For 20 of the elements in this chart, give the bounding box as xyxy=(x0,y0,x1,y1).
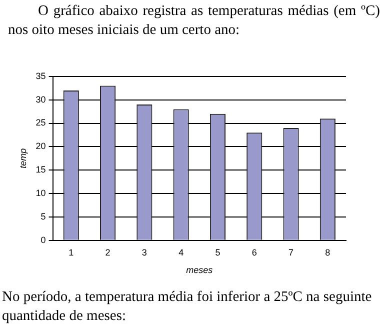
x-tick-label: 2 xyxy=(105,247,110,258)
x-axis-title: meses xyxy=(186,265,214,276)
y-tick-label: 30 xyxy=(36,94,46,104)
y-tick-label: 20 xyxy=(36,141,46,152)
y-tick-label: 5 xyxy=(40,211,46,222)
chart-title: O gráfico abaixo registra as temperaturas médias (em ºC) nos oito meses iniciais de um certo ano: xyxy=(8,2,380,40)
y-axis-title: temp xyxy=(18,148,28,168)
y-tick-label: 25 xyxy=(36,118,46,128)
x-tick-label: 6 xyxy=(252,247,257,258)
x-tick-label: 4 xyxy=(178,247,184,258)
x-tick-label: 3 xyxy=(142,247,147,258)
x-tick-label: 8 xyxy=(325,247,330,258)
x-tick-label: 7 xyxy=(288,247,294,258)
text: No período, a temperatura média foi inferior a 25ºC na seguinte quantidade de meses: xyxy=(2,288,373,326)
y-tick-label: 0 xyxy=(40,234,46,245)
y-tick-label: 10 xyxy=(36,188,46,198)
y-tick-label: 15 xyxy=(36,164,46,175)
x-tick-label: 5 xyxy=(215,247,220,258)
x-tick-label: 1 xyxy=(68,247,74,258)
y-tick-label: 35 xyxy=(36,70,46,81)
